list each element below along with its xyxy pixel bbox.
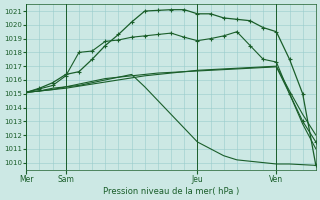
- X-axis label: Pression niveau de la mer( hPa ): Pression niveau de la mer( hPa ): [103, 187, 239, 196]
